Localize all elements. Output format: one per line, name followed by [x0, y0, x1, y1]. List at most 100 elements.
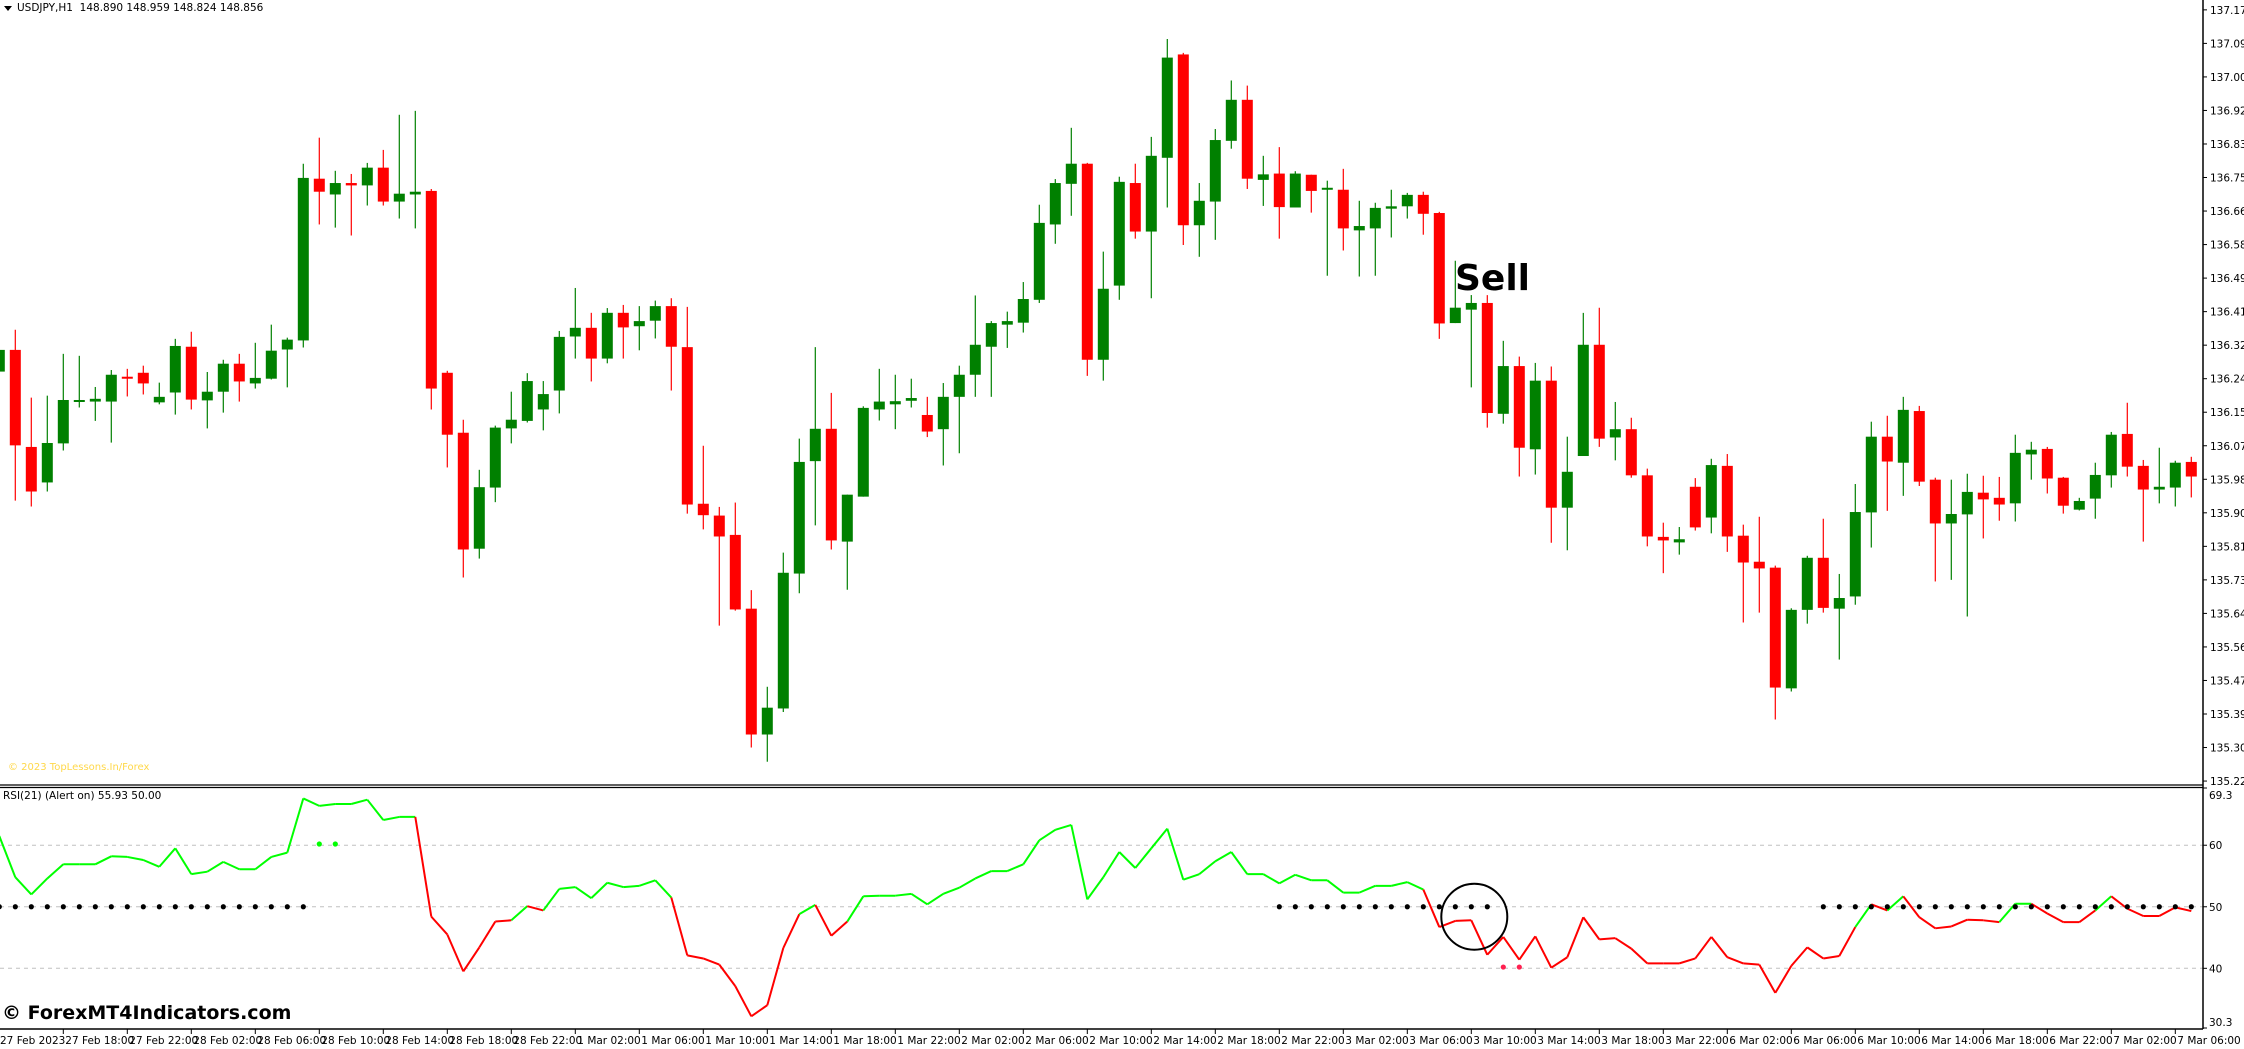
- candle: [1193, 183, 1205, 257]
- candle-body: [857, 407, 869, 497]
- rsi-signal-dots: [0, 841, 2194, 970]
- candle: [329, 170, 341, 228]
- candle-body: [1609, 429, 1621, 438]
- rsi-level-dot: [1308, 904, 1314, 910]
- rsi-level-dot: [2156, 904, 2162, 910]
- candle-body: [1433, 213, 1445, 324]
- time-tick-label: 2 Mar 10:00: [1089, 1035, 1152, 1047]
- rsi-segment: [254, 856, 272, 871]
- rsi-segment: [734, 985, 753, 1017]
- rsi-segment: [638, 879, 656, 887]
- candle: [1881, 415, 1893, 511]
- candle: [313, 137, 325, 225]
- rsi-level-dot: [236, 904, 242, 910]
- rsi-segment: [895, 892, 912, 897]
- price-tick-label: 137.175: [2210, 5, 2244, 17]
- candle-body: [1257, 174, 1269, 180]
- time-tick-label: 2 Mar 14:00: [1153, 1035, 1216, 1047]
- rsi-level-dot: [92, 904, 98, 910]
- rsi-segment: [495, 919, 512, 923]
- candle: [1033, 204, 1045, 303]
- price-tick-label: 136.410: [2210, 307, 2244, 319]
- candle-body: [1513, 366, 1525, 448]
- price-tick-label: 136.155: [2210, 407, 2244, 419]
- watermark-toplessons: © 2023 TopLessons.In/Forex: [8, 762, 150, 773]
- price-tick-label: 135.475: [2210, 675, 2244, 687]
- candle-body: [1913, 411, 1925, 482]
- candle-body: [489, 427, 501, 488]
- candle: [1353, 200, 1365, 277]
- candle-body: [1657, 536, 1669, 541]
- time-tick-label: 27 Feb 18:00: [65, 1035, 134, 1047]
- rsi-segment: [1150, 827, 1169, 849]
- rsi-segment: [1950, 918, 1968, 928]
- candle-body: [2057, 477, 2069, 506]
- rsi-segment: [1055, 823, 1072, 831]
- rsi-segment: [46, 863, 64, 880]
- price-tick-label: 137.090: [2210, 38, 2244, 50]
- candle-body: [825, 428, 837, 541]
- candle: [633, 306, 645, 351]
- candle-body: [761, 707, 773, 735]
- candle: [121, 368, 133, 397]
- candle-body: [1625, 429, 1637, 476]
- candle: [2105, 431, 2117, 488]
- rsi-segment: [206, 860, 224, 873]
- rsi-segment: [2158, 906, 2176, 917]
- chart-frame: [0, 0, 2204, 1030]
- rsi-level-dot: [1868, 904, 1874, 910]
- candle: [2025, 441, 2037, 480]
- time-tick-label: 2 Mar 06:00: [1025, 1035, 1088, 1047]
- rsi-segment: [2126, 907, 2144, 917]
- time-tick-label: 1 Mar 06:00: [641, 1035, 704, 1047]
- rsi-segment: [670, 897, 689, 956]
- candle-body: [217, 363, 229, 392]
- candle: [1177, 52, 1189, 245]
- rsi-segment: [14, 876, 33, 896]
- candle: [1705, 458, 1717, 534]
- time-tick-label: 6 Mar 10:00: [1857, 1035, 1920, 1047]
- candle-body: [1193, 200, 1205, 226]
- rsi-level-dot: [1292, 904, 1298, 910]
- time-tick-label: 7 Mar 02:00: [2113, 1035, 2176, 1047]
- candle: [521, 373, 533, 423]
- rsi-segment: [446, 934, 465, 972]
- candle: [1753, 516, 1765, 613]
- candle-body: [1353, 226, 1365, 231]
- candle: [1001, 311, 1013, 348]
- price-tick-label: 135.645: [2210, 608, 2244, 620]
- candle-body: [89, 398, 101, 402]
- rsi-level-dot: [1884, 904, 1890, 910]
- price-tick-label: 135.305: [2210, 743, 2244, 755]
- candle-body: [1673, 539, 1685, 543]
- rsi-axis-label: 30.3: [2209, 1017, 2232, 1029]
- candle-body: [441, 372, 453, 435]
- candle: [729, 502, 741, 611]
- candle-body: [937, 396, 949, 430]
- candle-body: [633, 321, 645, 327]
- rsi-segment: [1823, 955, 1840, 960]
- candle-body: [1737, 535, 1749, 563]
- candle: [985, 321, 997, 397]
- rsi-level-dot: [1900, 904, 1906, 910]
- rsi-segment: [1262, 873, 1280, 885]
- candle-body: [681, 347, 693, 505]
- candle-body: [1017, 299, 1029, 323]
- rsi-segment: [351, 798, 368, 805]
- candle: [1225, 80, 1237, 149]
- candle: [57, 353, 69, 451]
- rsi-segment: [1630, 947, 1648, 965]
- candle-body: [2185, 461, 2197, 477]
- time-tick-label: 2 Mar 18:00: [1217, 1035, 1280, 1047]
- rsi-segment: [1022, 839, 1041, 865]
- rsi-segment: [1679, 957, 1696, 965]
- candle: [1865, 421, 1877, 548]
- candle-body: [137, 372, 149, 384]
- dropdown-triangle-icon[interactable]: [4, 5, 12, 11]
- rsi-segment: [1726, 956, 1744, 965]
- candle-body: [1705, 465, 1717, 518]
- candle: [1625, 417, 1637, 478]
- candle-body: [729, 534, 741, 610]
